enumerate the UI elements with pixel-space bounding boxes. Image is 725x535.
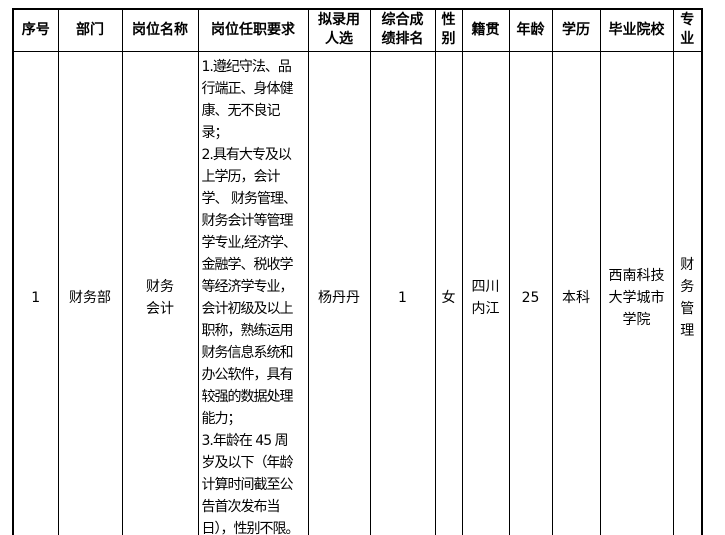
header-department: 部门	[57, 8, 123, 52]
header-requirements: 岗位任职要求	[197, 8, 309, 52]
cell-rank: 1	[369, 50, 436, 535]
table-row: 1 财务部 财务 会计 1.遵纪守法、品 行端正、身体健 康、无不良记录； 2.…	[12, 50, 703, 535]
cell-candidate: 杨丹丹	[307, 50, 371, 535]
cell-seq: 1	[12, 50, 59, 535]
header-age: 年龄	[508, 8, 553, 52]
cell-hometown: 四川 内江	[461, 50, 510, 535]
header-seq: 序号	[12, 8, 59, 52]
header-gender: 性 别	[434, 8, 463, 52]
cell-position: 财务 会计	[121, 50, 199, 535]
cell-major: 财 务 管 理	[672, 50, 703, 535]
cell-education: 本科	[551, 50, 601, 535]
header-major: 专 业	[672, 8, 703, 52]
cell-age: 25	[508, 50, 553, 535]
recruitment-table: 序号 部门 岗位名称 岗位任职要求 拟录用 人选 综合成 绩排名 性 别 籍贯 …	[12, 8, 703, 535]
header-school: 毕业院校	[599, 8, 674, 52]
table-header-row: 序号 部门 岗位名称 岗位任职要求 拟录用 人选 综合成 绩排名 性 别 籍贯 …	[12, 8, 703, 52]
cell-requirements: 1.遵纪守法、品 行端正、身体健 康、无不良记录； 2.具有大专及以 上学历，会…	[197, 50, 309, 535]
header-hometown: 籍贯	[461, 8, 510, 52]
cell-school: 西南科技 大学城市 学院	[599, 50, 674, 535]
header-rank: 综合成 绩排名	[369, 8, 436, 52]
header-position: 岗位名称	[121, 8, 199, 52]
cell-department: 财务部	[57, 50, 123, 535]
header-candidate: 拟录用 人选	[307, 8, 371, 52]
header-education: 学历	[551, 8, 601, 52]
cell-gender: 女	[434, 50, 463, 535]
